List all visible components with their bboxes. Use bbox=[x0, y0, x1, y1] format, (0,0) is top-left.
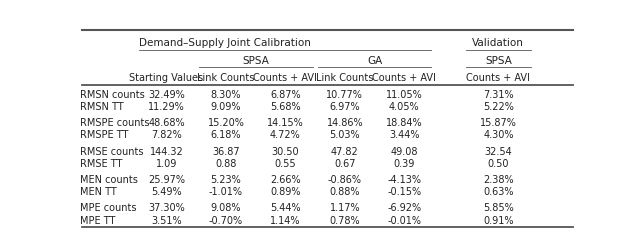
Text: 7.82%: 7.82% bbox=[151, 130, 182, 140]
Text: 14.86%: 14.86% bbox=[327, 118, 363, 128]
Text: 1.14%: 1.14% bbox=[270, 215, 300, 225]
Text: 6.97%: 6.97% bbox=[330, 102, 360, 111]
Text: -0.86%: -0.86% bbox=[328, 174, 362, 184]
Text: Starting Values: Starting Values bbox=[130, 73, 204, 83]
Text: 5.03%: 5.03% bbox=[330, 130, 360, 140]
Text: 3.44%: 3.44% bbox=[389, 130, 419, 140]
Text: 0.50: 0.50 bbox=[488, 158, 509, 168]
Text: 1.09: 1.09 bbox=[156, 158, 177, 168]
Text: 5.23%: 5.23% bbox=[211, 174, 242, 184]
Text: SPSA: SPSA bbox=[242, 55, 269, 65]
Text: Link Counts: Link Counts bbox=[316, 73, 374, 83]
Text: Validation: Validation bbox=[472, 38, 524, 48]
Text: MEN TT: MEN TT bbox=[80, 186, 117, 197]
Text: RMSN counts: RMSN counts bbox=[80, 89, 144, 99]
Text: Counts + AVI: Counts + AVI bbox=[373, 73, 436, 83]
Text: 18.84%: 18.84% bbox=[386, 118, 422, 128]
Text: 15.20%: 15.20% bbox=[208, 118, 244, 128]
Text: 8.30%: 8.30% bbox=[211, 89, 241, 99]
Text: 10.77%: 10.77% bbox=[327, 89, 363, 99]
Text: 6.87%: 6.87% bbox=[270, 89, 301, 99]
Text: 5.44%: 5.44% bbox=[270, 203, 301, 213]
Text: 49.08: 49.08 bbox=[390, 146, 418, 156]
Text: -1.01%: -1.01% bbox=[209, 186, 243, 197]
Text: 2.66%: 2.66% bbox=[270, 174, 301, 184]
Text: 5.22%: 5.22% bbox=[483, 102, 514, 111]
Text: 30.50: 30.50 bbox=[272, 146, 299, 156]
Text: 0.88%: 0.88% bbox=[330, 186, 360, 197]
Text: 5.49%: 5.49% bbox=[151, 186, 182, 197]
Text: 0.39: 0.39 bbox=[394, 158, 415, 168]
Text: 14.15%: 14.15% bbox=[267, 118, 304, 128]
Text: 48.68%: 48.68% bbox=[148, 118, 185, 128]
Text: 0.91%: 0.91% bbox=[483, 215, 514, 225]
Text: 32.49%: 32.49% bbox=[148, 89, 185, 99]
Text: Counts + AVI: Counts + AVI bbox=[466, 73, 530, 83]
Text: 11.29%: 11.29% bbox=[148, 102, 185, 111]
Text: 4.72%: 4.72% bbox=[270, 130, 301, 140]
Text: 0.55: 0.55 bbox=[275, 158, 296, 168]
Text: MPE TT: MPE TT bbox=[80, 215, 115, 225]
Text: 5.68%: 5.68% bbox=[270, 102, 301, 111]
Text: Demand–Supply Joint Calibration: Demand–Supply Joint Calibration bbox=[139, 38, 311, 48]
Text: 9.08%: 9.08% bbox=[211, 203, 241, 213]
Text: 4.05%: 4.05% bbox=[389, 102, 420, 111]
Text: 15.87%: 15.87% bbox=[480, 118, 517, 128]
Text: 11.05%: 11.05% bbox=[386, 89, 422, 99]
Text: 36.87: 36.87 bbox=[212, 146, 240, 156]
Text: 9.09%: 9.09% bbox=[211, 102, 241, 111]
Text: -6.92%: -6.92% bbox=[387, 203, 421, 213]
Text: RMSPE TT: RMSPE TT bbox=[80, 130, 128, 140]
Text: -4.13%: -4.13% bbox=[387, 174, 421, 184]
Text: 4.30%: 4.30% bbox=[483, 130, 514, 140]
Text: 0.89%: 0.89% bbox=[270, 186, 300, 197]
Text: RMSN TT: RMSN TT bbox=[80, 102, 123, 111]
Text: GA: GA bbox=[367, 55, 382, 65]
Text: Counts + AVI: Counts + AVI bbox=[254, 73, 318, 83]
Text: 0.63%: 0.63% bbox=[483, 186, 514, 197]
Text: 37.30%: 37.30% bbox=[148, 203, 185, 213]
Text: Link Counts: Link Counts bbox=[197, 73, 255, 83]
Text: 0.67: 0.67 bbox=[334, 158, 355, 168]
Text: -0.01%: -0.01% bbox=[387, 215, 421, 225]
Text: 32.54: 32.54 bbox=[484, 146, 512, 156]
Text: SPSA: SPSA bbox=[485, 55, 512, 65]
Text: -0.70%: -0.70% bbox=[209, 215, 243, 225]
Text: RMSE counts: RMSE counts bbox=[80, 146, 143, 156]
Text: 0.88: 0.88 bbox=[215, 158, 236, 168]
Text: 6.18%: 6.18% bbox=[211, 130, 241, 140]
Text: RMSPE counts: RMSPE counts bbox=[80, 118, 150, 128]
Text: 5.85%: 5.85% bbox=[483, 203, 514, 213]
Text: RMSE TT: RMSE TT bbox=[80, 158, 122, 168]
Text: 3.51%: 3.51% bbox=[151, 215, 182, 225]
Text: 1.17%: 1.17% bbox=[330, 203, 360, 213]
Text: 47.82: 47.82 bbox=[331, 146, 358, 156]
Text: -0.15%: -0.15% bbox=[387, 186, 421, 197]
Text: 0.78%: 0.78% bbox=[330, 215, 360, 225]
Text: 25.97%: 25.97% bbox=[148, 174, 185, 184]
Text: 2.38%: 2.38% bbox=[483, 174, 514, 184]
Text: MEN counts: MEN counts bbox=[80, 174, 138, 184]
Text: MPE counts: MPE counts bbox=[80, 203, 136, 213]
Text: 7.31%: 7.31% bbox=[483, 89, 514, 99]
Text: 144.32: 144.32 bbox=[150, 146, 183, 156]
